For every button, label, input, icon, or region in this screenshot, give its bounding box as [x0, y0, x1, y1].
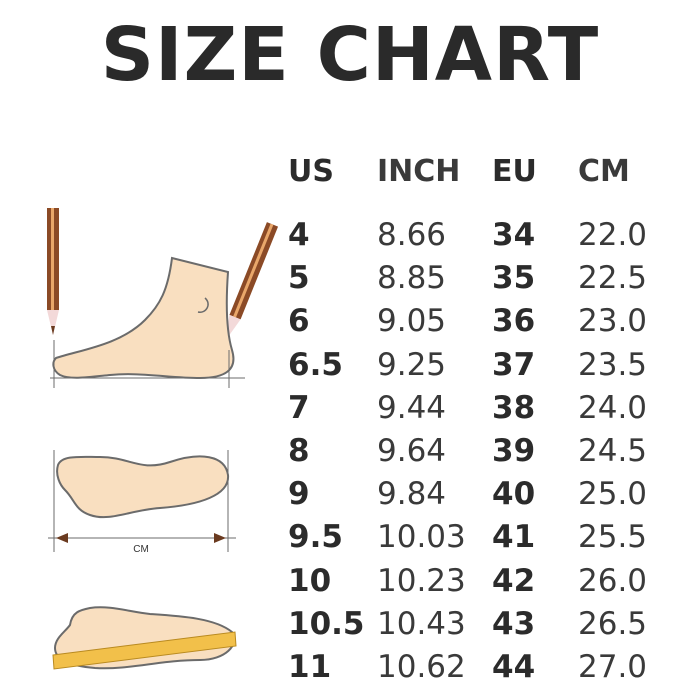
- cell-cm: 22.0: [578, 217, 648, 253]
- cell-us: 5: [288, 260, 310, 297]
- cell-inch: 9.25: [377, 346, 447, 383]
- cell-inch: 9.84: [377, 476, 447, 513]
- measure-label: CM: [133, 544, 149, 555]
- cell-us: 9: [288, 476, 310, 513]
- cell-eu: 42: [492, 562, 536, 599]
- header-eu: EU: [492, 154, 537, 189]
- header-us: US: [288, 154, 334, 189]
- side-foot-icon: [50, 256, 245, 388]
- cell-us: 10: [288, 562, 332, 599]
- cell-us: 6: [288, 303, 310, 340]
- header-inch: INCH: [377, 154, 461, 189]
- cell-inch: 10.62: [377, 649, 466, 685]
- cell-inch: 9.64: [377, 433, 447, 469]
- page-title: SIZE CHART: [100, 12, 600, 98]
- cell-cm: 25.5: [578, 519, 648, 556]
- ruler-foot-icon: [52, 606, 237, 670]
- cell-cm: 24.5: [578, 433, 648, 469]
- cell-cm: 23.5: [578, 346, 648, 383]
- cell-inch: 9.44: [377, 389, 447, 426]
- cell-us: 4: [288, 217, 310, 253]
- cell-us: 7: [288, 389, 310, 426]
- cell-eu: 39: [492, 433, 536, 469]
- cell-eu: 36: [492, 303, 536, 340]
- pencil-left-icon: [47, 208, 59, 335]
- foot-measuring-illustration: CM: [47, 208, 279, 670]
- cell-us: 9.5: [288, 519, 343, 556]
- cell-cm: 27.0: [578, 649, 648, 685]
- cell-inch: 9.05: [377, 303, 447, 340]
- cell-cm: 26.0: [578, 562, 648, 599]
- top-foot-icon: CM: [48, 450, 236, 555]
- cell-us: 8: [288, 433, 310, 469]
- cell-inch: 10.03: [377, 519, 466, 556]
- cell-cm: 23.0: [578, 303, 648, 340]
- cell-eu: 37: [492, 346, 536, 383]
- cell-inch: 8.85: [377, 260, 447, 297]
- cell-inch: 10.43: [377, 605, 466, 642]
- cell-inch: 8.66: [377, 217, 447, 253]
- cell-eu: 34: [492, 217, 536, 253]
- header-cm: CM: [578, 154, 630, 189]
- cell-us: 11: [288, 649, 332, 685]
- pencil-right-icon: [225, 222, 279, 341]
- cell-cm: 22.5: [578, 260, 648, 297]
- cell-inch: 10.23: [377, 562, 466, 599]
- cell-cm: 26.5: [578, 605, 648, 642]
- cell-eu: 43: [492, 605, 536, 642]
- cell-cm: 24.0: [578, 389, 648, 426]
- cell-eu: 40: [492, 476, 536, 513]
- cell-eu: 41: [492, 519, 536, 556]
- cell-us: 6.5: [288, 346, 343, 383]
- cell-cm: 25.0: [578, 476, 648, 513]
- cell-eu: 38: [492, 389, 536, 426]
- cell-us: 10.5: [288, 605, 365, 642]
- cell-eu: 44: [492, 649, 536, 685]
- cell-eu: 35: [492, 260, 536, 297]
